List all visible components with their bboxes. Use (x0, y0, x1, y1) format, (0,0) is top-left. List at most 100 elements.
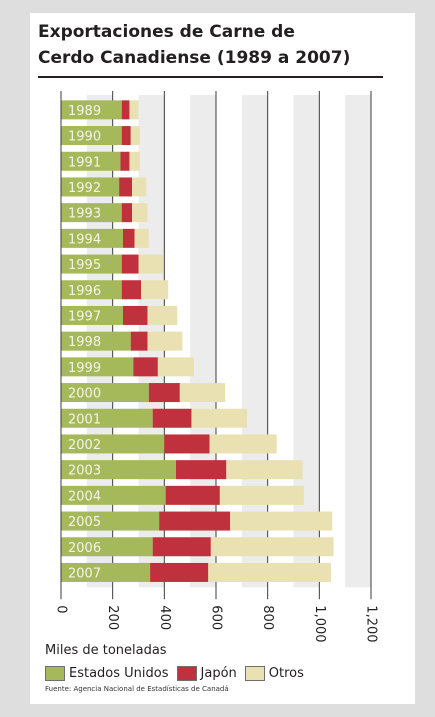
bar-estados-unidos-2005 (61, 511, 160, 531)
bar-otros-1999 (157, 357, 195, 377)
legend-item-otros: Otros (244, 665, 304, 681)
bar-japon-1999 (133, 357, 158, 377)
x-tick-label-0: 0 (54, 605, 69, 613)
year-label-1998: 1998 (68, 335, 101, 350)
x-tick-label-400: 400 (157, 605, 172, 630)
bar-otros-2002 (209, 434, 277, 454)
x-tick-label-1200: 1,200 (364, 605, 379, 642)
bar-estados-unidos-1996 (61, 280, 122, 300)
legend-item-japon: Japón (176, 665, 237, 681)
year-label-2000: 2000 (68, 387, 101, 402)
bar-estados-unidos-2000 (61, 383, 149, 403)
bar-otros-2001 (191, 408, 247, 428)
legend-label-japon: Japón (200, 665, 237, 681)
year-label-1990: 1990 (68, 130, 101, 145)
bar-otros-1992 (132, 177, 147, 197)
bar-estados-unidos-2006 (61, 537, 153, 557)
bar-japon-2000 (148, 383, 180, 403)
year-label-1997: 1997 (68, 309, 101, 324)
bar-estados-unidos-2004 (61, 485, 166, 505)
bar-estados-unidos-2003 (61, 460, 176, 480)
bar-otros-2006 (210, 537, 334, 557)
year-label-2005: 2005 (68, 515, 101, 530)
bar-estados-unidos-1992 (61, 177, 120, 197)
year-label-1995: 1995 (68, 258, 101, 273)
year-label-2004: 2004 (68, 489, 101, 504)
year-label-1991: 1991 (68, 155, 101, 170)
bar-estados-unidos-1995 (61, 254, 122, 274)
year-label-1996: 1996 (68, 284, 101, 299)
bar-japon-1991 (120, 151, 130, 171)
year-label-1999: 1999 (68, 361, 101, 376)
bar-otros-1990 (130, 126, 140, 146)
bar-japon-2004 (165, 485, 220, 505)
legend-item-estados-unidos: Estados Unidos (45, 665, 169, 681)
year-label-2007: 2007 (68, 566, 101, 581)
bar-otros-1989 (129, 100, 139, 120)
bar-japon-1996 (121, 280, 142, 300)
chart-title-line-2: Cerdo Canadiense (1989 a 2007) (38, 48, 351, 68)
bar-otros-1991 (129, 151, 140, 171)
x-tick-label-600: 600 (209, 605, 224, 630)
year-label-1993: 1993 (68, 207, 101, 222)
bar-chart: 1989 1990 1991 1992 1993 1994 1995 1996 1997 1998… (54, 91, 379, 643)
bar-otros-2000 (179, 383, 226, 403)
bar-estados-unidos-1989 (61, 100, 122, 120)
bar-otros-2005 (230, 511, 333, 531)
x-tick-label-1000: 1,000 (312, 605, 327, 642)
bar-japon-1995 (121, 254, 139, 274)
bar-japon-2001 (152, 408, 192, 428)
x-tick-label-800: 800 (260, 605, 275, 630)
bar-japon-1994 (123, 228, 135, 248)
chart-title-line-1: Exportaciones de Carne de (38, 22, 295, 42)
year-label-2003: 2003 (68, 464, 101, 479)
title-rule (38, 76, 383, 78)
bar-estados-unidos-2007 (61, 562, 151, 582)
bar-japon-2003 (175, 460, 227, 480)
bar-japon-1990 (121, 126, 131, 146)
axis-unit-label: Miles de toneladas (45, 643, 167, 658)
bar-japon-2006 (152, 537, 211, 557)
bar-estados-unidos-1998 (61, 331, 131, 351)
bar-japon-2005 (159, 511, 231, 531)
bar-estados-unidos-1994 (61, 228, 123, 248)
grid-band (190, 95, 216, 588)
year-label-2002: 2002 (68, 438, 101, 453)
bar-japon-1997 (123, 305, 148, 325)
legend-swatch-estados-unidos (45, 665, 65, 681)
legend-label-estados-unidos: Estados Unidos (69, 665, 169, 681)
year-label-1992: 1992 (68, 181, 101, 196)
bar-estados-unidos-2002 (61, 434, 165, 454)
bar-japon-2002 (164, 434, 210, 454)
bar-otros-2004 (219, 485, 304, 505)
bar-otros-2003 (226, 460, 303, 480)
legend-label-otros: Otros (268, 665, 304, 681)
bar-estados-unidos-1991 (61, 151, 121, 171)
year-label-2001: 2001 (68, 412, 101, 427)
bar-otros-1998 (147, 331, 183, 351)
chart-card: Exportaciones de Carne de Cerdo Canadien… (30, 13, 415, 704)
bar-japon-1989 (121, 100, 130, 120)
bar-estados-unidos-1997 (61, 305, 123, 325)
bar-japon-1998 (130, 331, 148, 351)
bar-estados-unidos-1999 (61, 357, 134, 377)
bar-estados-unidos-1990 (61, 126, 122, 146)
year-label-1989: 1989 (68, 104, 101, 119)
grid-band (293, 95, 320, 588)
source-note: Fuente: Agencia Nacional de Estadísticas… (45, 685, 229, 693)
bar-japon-1992 (119, 177, 133, 197)
bar-otros-1994 (134, 228, 149, 248)
bar-otros-2007 (208, 562, 331, 582)
bar-japon-2007 (150, 562, 209, 582)
legend-swatch-japon (176, 665, 197, 681)
bar-otros-1993 (132, 203, 148, 223)
bar-otros-1997 (147, 305, 178, 325)
bar-otros-1995 (138, 254, 164, 274)
year-label-2006: 2006 (68, 541, 101, 556)
grid-band (345, 95, 371, 588)
bar-estados-unidos-2001 (61, 408, 153, 428)
grid-band (241, 95, 268, 588)
bar-japon-1993 (121, 203, 133, 223)
legend: Estados Unidos Japón Otros (45, 664, 312, 682)
chart-title: Exportaciones de Carne de Cerdo Canadien… (38, 19, 398, 71)
